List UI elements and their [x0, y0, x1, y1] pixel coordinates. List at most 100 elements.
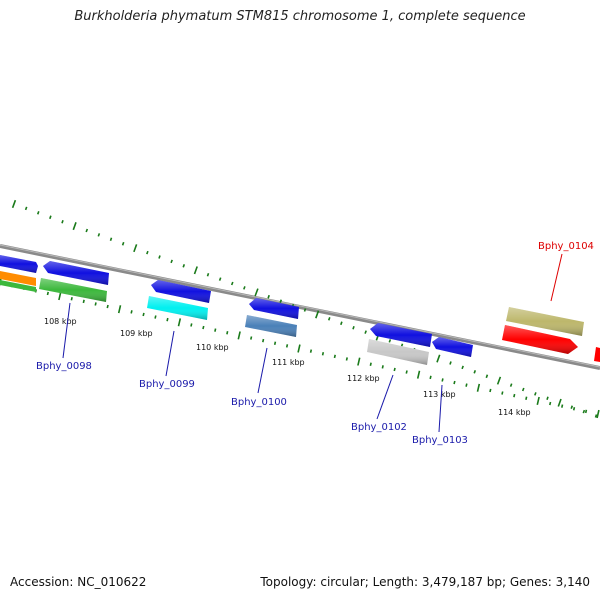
inner-ruler-major-tick — [416, 370, 421, 379]
inner-ruler-minor-tick — [489, 388, 492, 393]
feature-shade — [0, 255, 38, 273]
outer-ruler-minor-tick — [36, 211, 40, 215]
backbone-highlight — [0, 244, 600, 368]
outer-ruler-major-tick — [72, 222, 77, 231]
inner-ruler-minor-tick — [106, 304, 109, 309]
outer-ruler-minor-tick — [109, 237, 113, 242]
outer-ruler-major-tick — [133, 244, 138, 253]
inner-ruler-minor-tick — [214, 328, 217, 332]
feature-green-left[interactable] — [0, 280, 36, 292]
outer-ruler-major-tick — [496, 376, 502, 385]
feature-shade — [39, 278, 107, 302]
tick-label: 114 kbp — [498, 408, 531, 417]
tick-label: 109 kbp — [120, 329, 153, 338]
inner-ruler-major-tick — [117, 305, 122, 314]
outer-ruler-minor-tick — [85, 228, 89, 233]
gene-label[interactable]: Bphy_0100 — [231, 397, 287, 408]
feature-shade — [432, 337, 473, 357]
leader-lines — [62, 253, 563, 433]
outer-ruler-minor-tick — [364, 330, 367, 334]
inner-ruler-minor-tick — [513, 393, 516, 398]
inner-ruler-minor-tick — [572, 407, 576, 411]
inner-ruler-minor-tick — [345, 357, 348, 361]
inner-ruler-major-tick — [357, 357, 361, 366]
gene-label[interactable]: Bphy_0099 — [139, 379, 195, 390]
inner-ruler-minor-tick — [381, 365, 384, 369]
inner-ruler-minor-tick — [82, 299, 85, 304]
outer-ruler-minor-tick — [509, 383, 513, 387]
inner-ruler-minor-tick — [130, 310, 133, 314]
outer-ruler-minor-tick — [594, 414, 598, 418]
inner-ruler-minor-tick — [584, 409, 588, 414]
features — [0, 255, 600, 365]
outer-ruler-minor-tick — [461, 365, 464, 370]
leader-line-0103 — [438, 384, 443, 433]
outer-ruler-minor-tick — [24, 206, 28, 211]
inner-ruler-major-tick — [596, 409, 600, 419]
inner-ruler-minor-tick — [46, 291, 49, 296]
outer-ruler-minor-tick — [230, 281, 234, 286]
inner-ruler-major-tick — [297, 344, 301, 353]
inner-ruler-minor-tick — [405, 370, 408, 374]
inner-ruler-major-tick — [536, 396, 540, 405]
outer-ruler-minor-tick — [388, 339, 392, 343]
leader-line-0099 — [165, 330, 175, 377]
tick-labels: 108 kbp 109 kbp 110 kbp 111 kbp 112 kbp 113 k… — [44, 317, 531, 417]
outer-ruler-minor-tick — [303, 308, 307, 312]
inner-ruler-minor-tick — [190, 323, 193, 327]
inner-ruler-minor-tick — [285, 344, 289, 348]
feature-red-right[interactable] — [594, 347, 600, 362]
inner-ruler-minor-tick — [501, 391, 504, 395]
outer-ruler-major-tick — [11, 199, 17, 209]
feature-orange-left[interactable] — [0, 271, 36, 286]
inner-ruler-minor-tick — [333, 354, 336, 359]
inner-ruler-major-tick — [237, 331, 241, 340]
inner-ruler-minor-tick — [202, 325, 205, 330]
inner-ruler-minor-tick — [549, 401, 552, 406]
gene-label[interactable]: Bphy_0103 — [412, 435, 468, 446]
outer-ruler-minor-tick — [170, 259, 173, 264]
inner-ruler-minor-tick — [309, 349, 313, 353]
outer-ruler-minor-tick — [218, 277, 222, 281]
inner-ruler-minor-tick — [94, 302, 97, 306]
inner-ruler-minor-tick — [453, 380, 456, 385]
gene-label[interactable]: Bphy_0098 — [36, 361, 92, 372]
tick-label: 111 kbp — [272, 358, 305, 367]
outer-ruler-major-tick — [557, 398, 562, 407]
outer-ruler-minor-tick — [521, 387, 525, 392]
leader-line-0102 — [376, 374, 394, 420]
gene-label[interactable]: Bphy_0102 — [351, 422, 407, 433]
inner-ruler-minor-tick — [441, 378, 444, 382]
inner-ruler-minor-tick — [142, 312, 145, 317]
inner-ruler-major-tick — [476, 383, 481, 392]
feature-shade — [43, 261, 109, 285]
outer-ruler-minor-tick — [449, 361, 452, 365]
outer-ruler-minor-tick — [546, 396, 549, 401]
inner-ruler-minor-tick — [154, 315, 157, 319]
outer-ruler-major-tick — [315, 310, 320, 319]
map-title: Burkholderia phymatum STM815 chromosome … — [74, 9, 526, 24]
feature-shade — [147, 296, 208, 320]
inner-ruler-minor-tick — [465, 383, 468, 387]
outer-ruler-minor-tick — [267, 294, 270, 299]
inner-ruler-minor-tick — [393, 367, 396, 372]
outer-ruler-minor-tick — [279, 299, 283, 303]
outer-ruler-minor-tick — [534, 392, 537, 396]
outer-ruler-major-tick — [193, 266, 198, 275]
inner-ruler-minor-tick — [429, 375, 432, 380]
gene-labels: Bphy_0098 Bphy_0099 Bphy_0100 Bphy_0102 … — [36, 241, 594, 446]
feature-shade — [506, 307, 584, 336]
tick-label: 113 kbp — [423, 390, 456, 399]
outer-ruler-minor-tick — [61, 219, 64, 224]
outer-ruler-minor-tick — [485, 374, 489, 379]
backbone — [0, 244, 600, 370]
inner-ruler-minor-tick — [273, 341, 277, 345]
inner-ruler-minor-tick — [262, 338, 265, 343]
gene-label[interactable]: Bphy_0104 — [538, 241, 594, 252]
inner-ruler-minor-tick — [321, 352, 325, 356]
feature-shade — [502, 325, 578, 354]
feature-shade — [249, 298, 299, 319]
outer-ruler-minor-tick — [243, 286, 246, 290]
tick-label: 110 kbp — [196, 343, 229, 352]
